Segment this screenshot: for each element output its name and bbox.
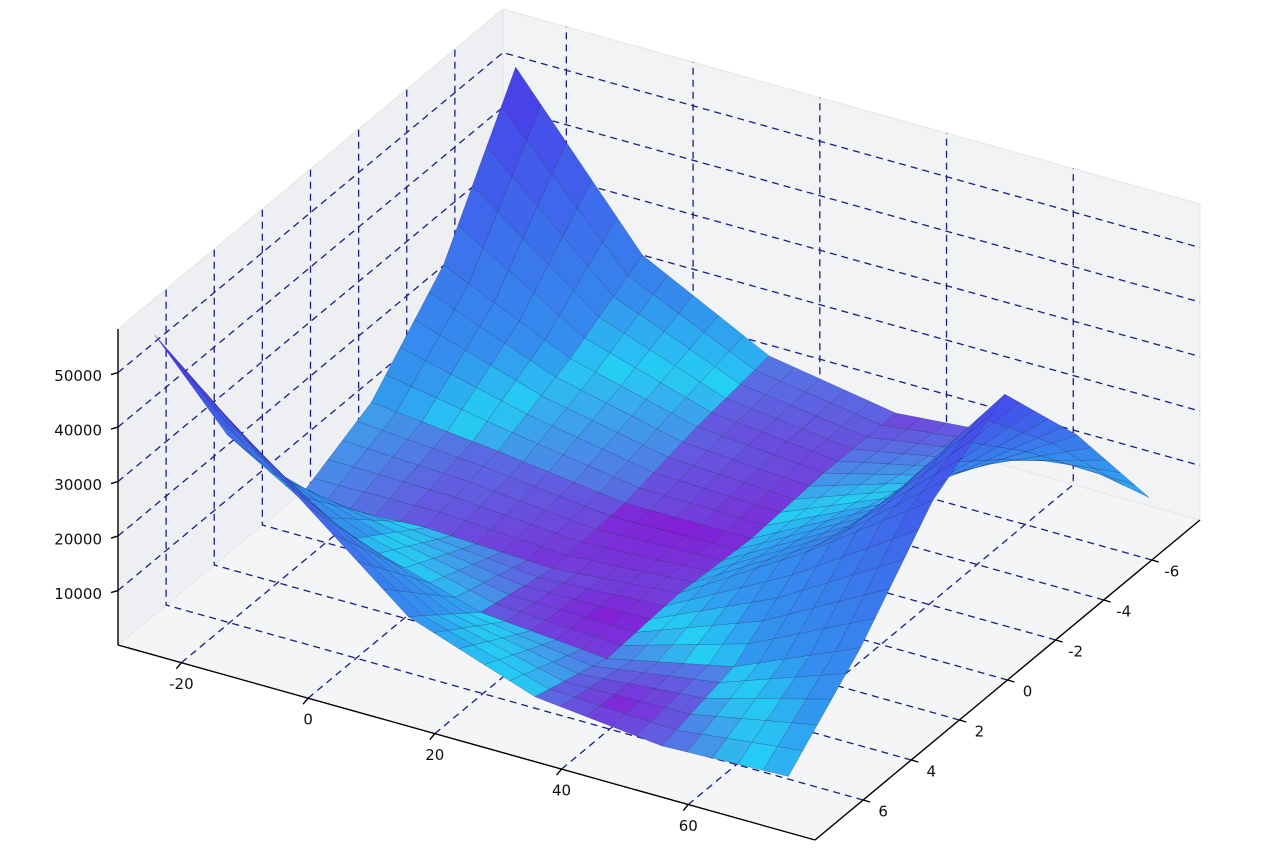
y-tick-label: -2: [1068, 643, 1083, 661]
z-tick-label: 50000: [54, 367, 102, 385]
y-tick: [1151, 559, 1160, 563]
z-tick: [110, 371, 119, 376]
z-tick-label: 10000: [54, 585, 102, 603]
x-tick-label: 0: [303, 711, 313, 729]
y-tick: [959, 719, 967, 723]
y-tick-label: 6: [878, 803, 888, 821]
z-tick: [110, 589, 119, 594]
grid-line: [307, 62, 694, 699]
y-tick-label: -4: [1116, 603, 1131, 621]
x-tick-label: -20: [169, 675, 194, 693]
x-tick: [175, 662, 182, 670]
z-tick: [110, 426, 119, 430]
x-axis: [117, 644, 816, 841]
x-tick: [682, 804, 689, 811]
x-tick: [429, 733, 436, 741]
z-tick: [110, 535, 119, 539]
grid-line: [561, 133, 948, 770]
grid-line: [180, 26, 568, 664]
y-tick: [1007, 679, 1015, 683]
y-tick-label: 4: [926, 763, 936, 781]
y-tick-label: 2: [975, 723, 985, 741]
grid-line: [434, 97, 821, 735]
y-tick: [862, 799, 871, 803]
y-tick: [911, 759, 919, 763]
grid-line: [165, 289, 864, 801]
x-tick-label: 20: [425, 746, 444, 764]
y-tick-label: -6: [1164, 563, 1179, 581]
x-tick: [556, 768, 563, 776]
z-tick-label: 20000: [54, 531, 102, 549]
y-tick: [1055, 639, 1063, 643]
z-tick-label: 30000: [54, 476, 102, 494]
x-tick-label: 60: [679, 817, 698, 835]
z-tick-label: 40000: [54, 422, 102, 440]
x-tick-label: 40: [552, 782, 571, 800]
surface-patch: [762, 746, 804, 777]
x-tick: [302, 697, 309, 705]
y-tick: [1103, 599, 1111, 603]
y-tick-label: 0: [1023, 683, 1033, 701]
z-tick: [110, 480, 119, 485]
grid-line: [687, 168, 1074, 806]
